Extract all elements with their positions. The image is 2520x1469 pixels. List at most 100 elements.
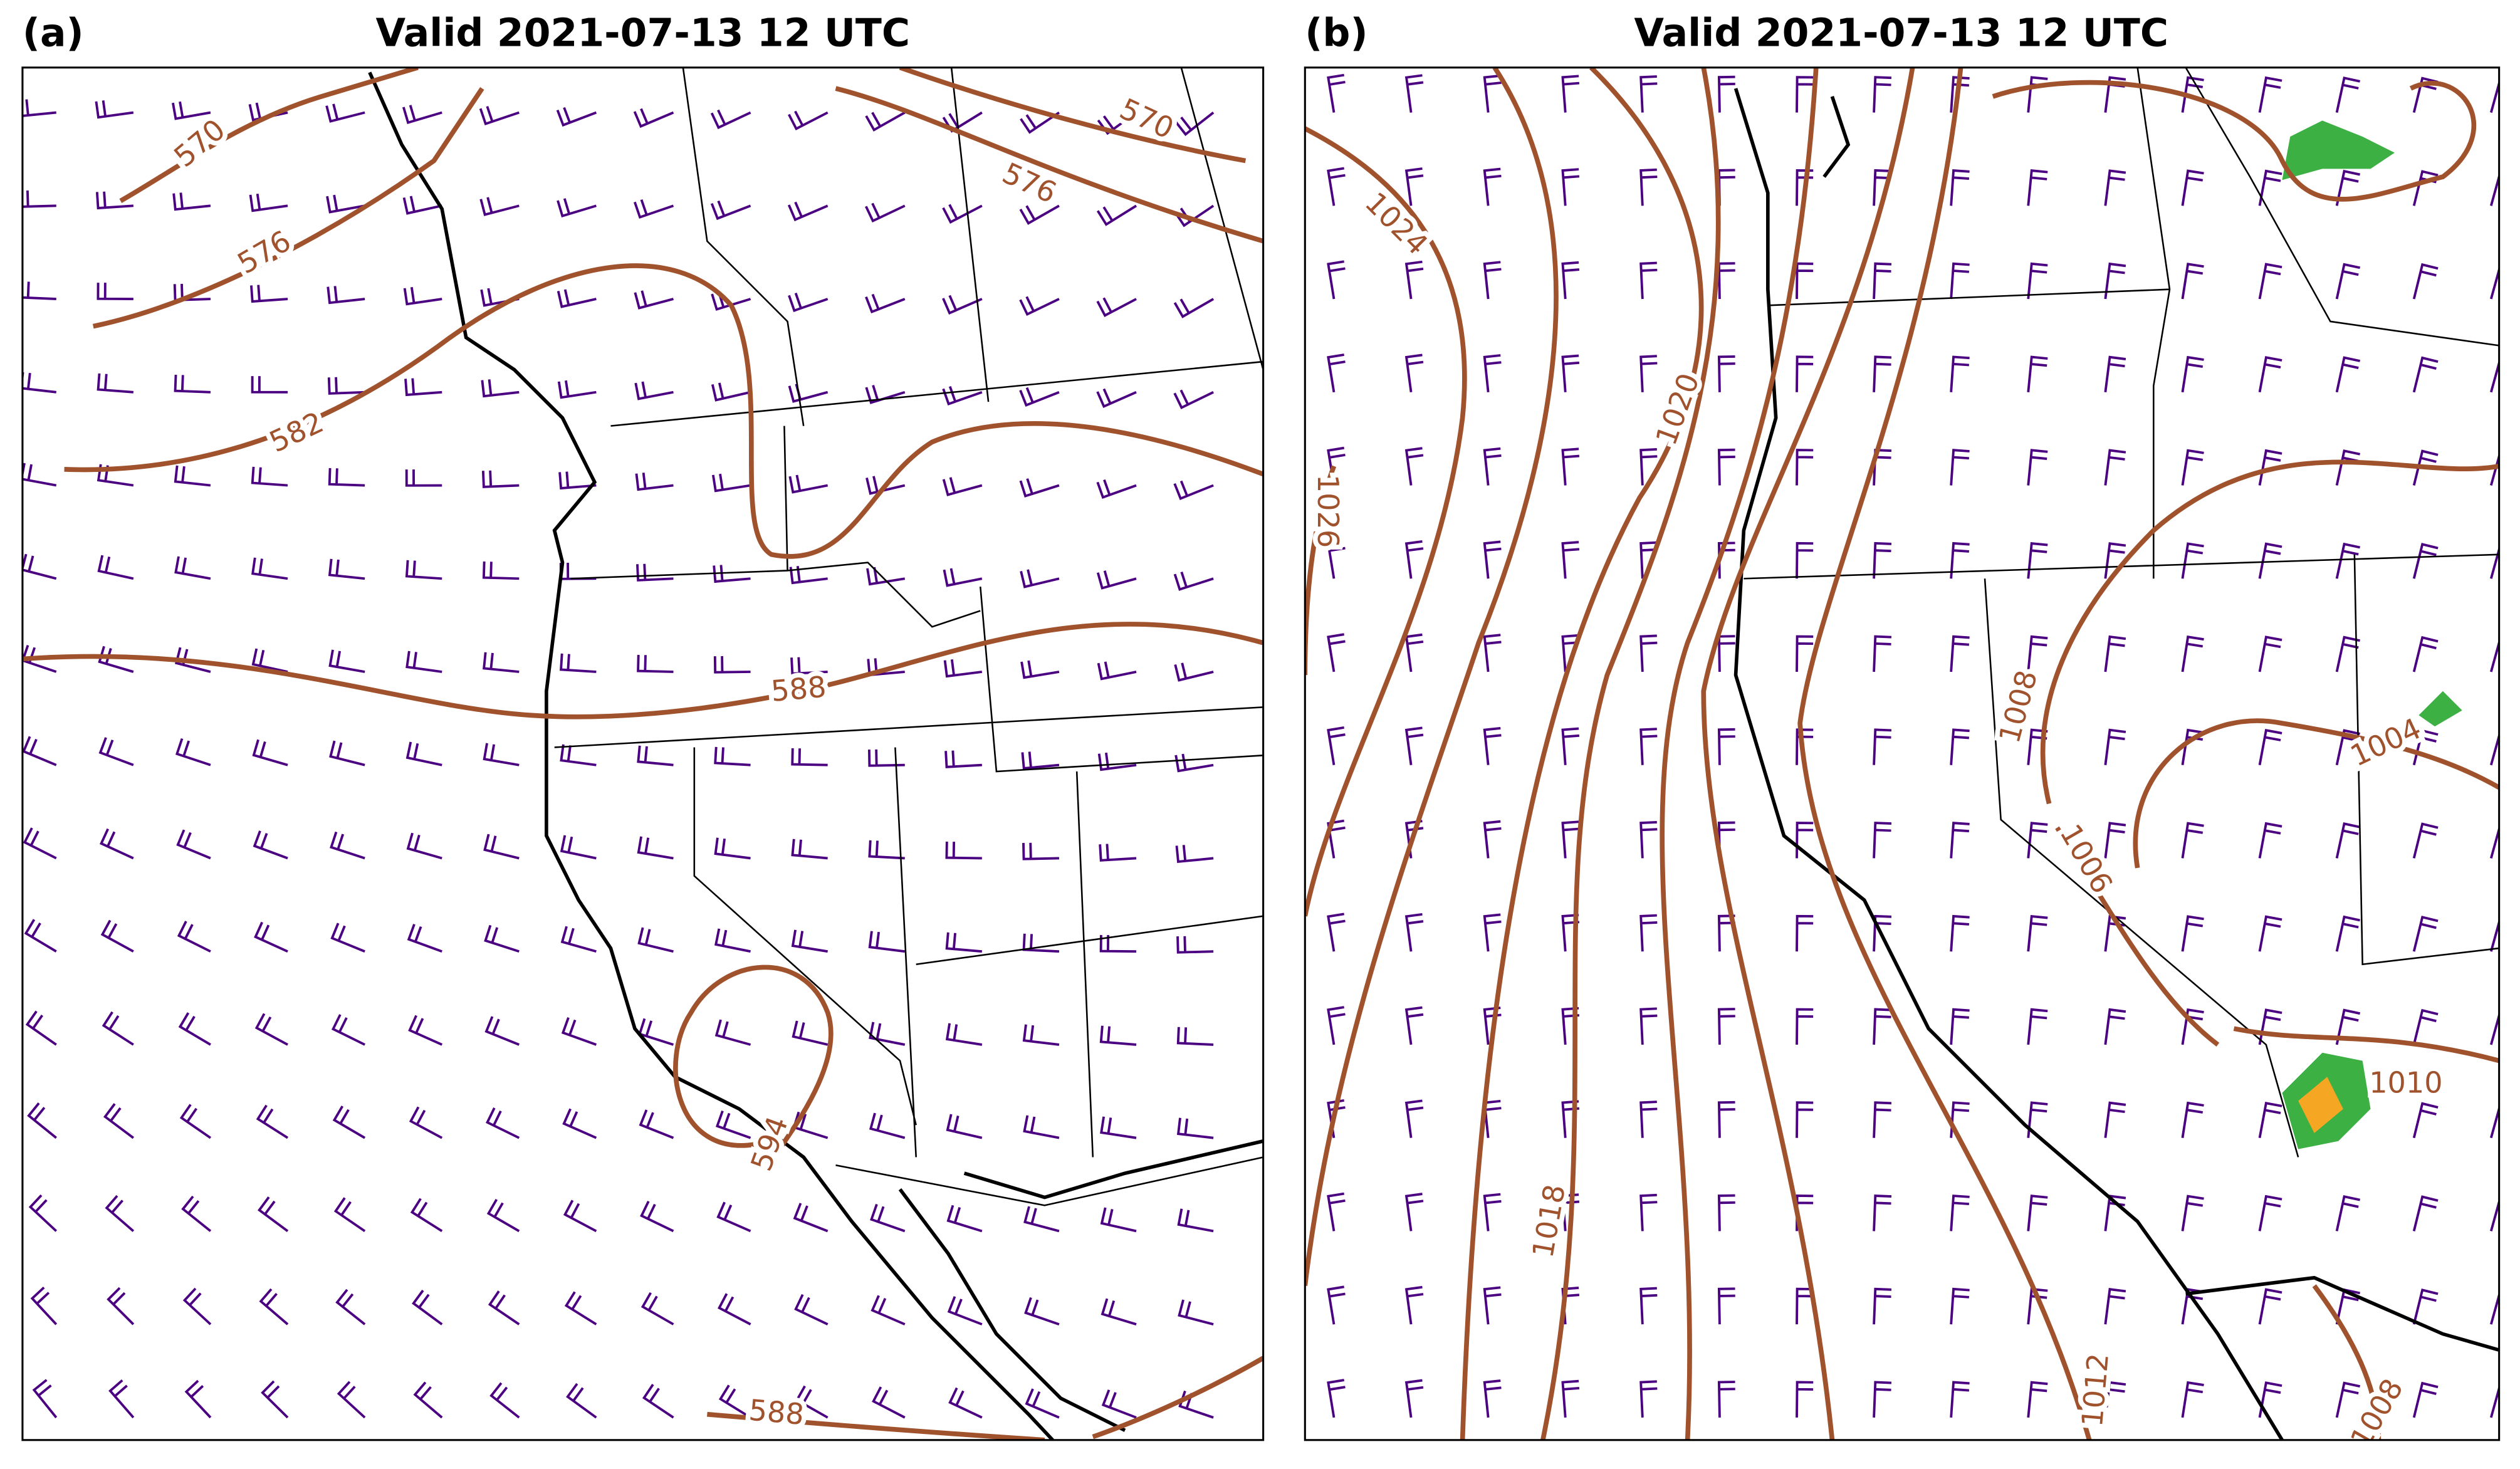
wind-barb <box>1483 540 1502 579</box>
wind-barb <box>2027 76 2048 113</box>
wind-barb <box>328 468 365 487</box>
wind-barb <box>2181 635 2204 672</box>
precip <box>2298 1077 2343 1133</box>
contour <box>1305 126 1467 917</box>
wind-barb <box>791 839 828 860</box>
wind-barb <box>179 1104 212 1139</box>
wind-barb <box>1327 1285 1346 1325</box>
wind-barb <box>944 750 982 768</box>
wind-barb <box>714 1019 751 1046</box>
wind-barb <box>1404 1006 1424 1045</box>
wind-barb <box>867 749 905 767</box>
wind-barb <box>103 1103 134 1139</box>
wind-barb <box>97 555 134 580</box>
wind-barb <box>2489 731 2499 766</box>
wind-barb <box>253 830 288 860</box>
contour <box>92 86 484 329</box>
wind-barb <box>868 931 906 953</box>
wind-barb <box>1101 1298 1137 1325</box>
contour-label: 570 <box>1115 91 1179 145</box>
wind-barb <box>479 197 520 216</box>
wind-barb <box>2104 169 2126 206</box>
wind-barb <box>2412 916 2439 952</box>
wind-barb <box>1483 447 1502 486</box>
wind-barb <box>2181 1195 2204 1231</box>
contour <box>707 1356 1263 1440</box>
wind-barb <box>1639 820 1658 859</box>
wind-barb <box>556 107 597 127</box>
wind-barb <box>32 1379 58 1419</box>
wind-barb <box>2335 1008 2361 1045</box>
wind-barb <box>2335 1381 2361 1418</box>
wind-barb <box>483 743 520 766</box>
wind-barb <box>1020 569 1060 588</box>
wind-barb <box>22 281 56 300</box>
wind-barb <box>1097 752 1137 771</box>
wind-barb <box>1178 1299 1214 1325</box>
wind-barb <box>640 1200 674 1233</box>
contour-label: 594 <box>744 1112 795 1175</box>
wind-barb <box>2104 1381 2126 1418</box>
wind-barb <box>2027 542 2048 579</box>
wind-barb <box>2489 545 2499 579</box>
wind-barb <box>2335 729 2361 766</box>
wind-barb <box>259 1288 289 1325</box>
wind-barb <box>865 476 906 495</box>
wind-barb <box>405 651 442 673</box>
wind-barb <box>1404 1193 1424 1231</box>
wind-barb <box>95 191 133 210</box>
wind-barb <box>1099 1025 1137 1046</box>
wind-barb <box>1873 1195 1892 1231</box>
wind-barb <box>1176 1117 1214 1139</box>
wind-barb <box>1327 912 1346 952</box>
wind-barb <box>178 1012 211 1046</box>
wind-barb <box>250 285 288 303</box>
wind-barb <box>484 1016 520 1046</box>
wind-barb <box>1019 204 1060 225</box>
wind-barb <box>1561 168 1580 206</box>
wind-barb <box>945 1023 983 1046</box>
wind-barb <box>2412 1381 2439 1418</box>
wind-barb <box>1483 634 1502 672</box>
wind-barb <box>2335 449 2361 486</box>
wind-barb <box>22 463 57 487</box>
wind-barb <box>1020 111 1060 134</box>
wind-barb <box>561 1017 597 1046</box>
wind-barb <box>2335 169 2361 206</box>
wind-barb <box>328 558 365 580</box>
wind-barb <box>1174 662 1214 682</box>
wind-barb <box>2027 822 2048 859</box>
wind-barb <box>1176 1027 1214 1046</box>
wind-barb <box>1096 570 1137 590</box>
contour <box>22 622 1263 719</box>
wind-barb <box>947 1296 983 1325</box>
wind-barb <box>1327 726 1346 766</box>
wind-barb <box>1561 1379 1580 1418</box>
border <box>2185 1275 2499 1352</box>
wind-barb <box>335 1289 366 1325</box>
wind-barb <box>2412 449 2439 486</box>
wind-barb <box>1404 353 1424 393</box>
wind-barb <box>2104 1288 2126 1325</box>
wind-barb <box>410 1198 443 1233</box>
wind-barb <box>865 385 906 404</box>
wind-barb <box>2412 635 2439 672</box>
wind-barb <box>483 652 520 673</box>
wind-barb <box>2335 542 2361 579</box>
wind-barb <box>22 99 56 117</box>
wind-barb <box>256 1104 289 1139</box>
wind-barbs <box>1327 73 2499 1418</box>
wind-barb <box>795 1385 829 1419</box>
wind-barb <box>2181 915 2204 952</box>
wind-barb <box>1483 1099 1502 1138</box>
wind-barb <box>1796 914 1814 952</box>
contour <box>1660 67 1819 1440</box>
wind-barb <box>636 563 674 582</box>
wind-barb <box>2027 355 2048 392</box>
wind-barb <box>408 1015 442 1046</box>
wind-barb <box>1327 353 1346 393</box>
wind-barb <box>176 829 211 860</box>
wind-barb <box>1717 1194 1735 1231</box>
wind-barb <box>1639 1287 1658 1325</box>
